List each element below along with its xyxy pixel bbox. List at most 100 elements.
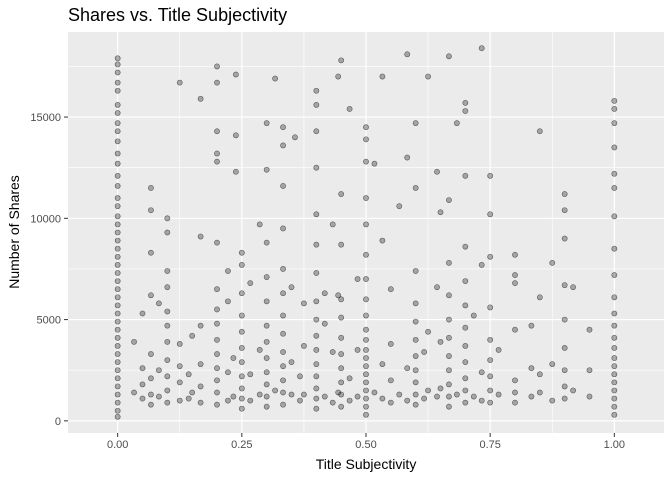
chart-title: Shares vs. Title Subjectivity — [68, 5, 287, 25]
data-point — [114, 286, 121, 293]
data-point — [412, 120, 419, 127]
data-point — [586, 326, 593, 333]
data-point — [363, 363, 369, 370]
data-point — [114, 413, 121, 420]
data-point — [164, 229, 171, 236]
data-point — [114, 79, 121, 86]
data-point — [164, 399, 171, 406]
data-point — [114, 261, 121, 268]
data-point — [478, 369, 485, 376]
data-point — [263, 355, 270, 361]
data-point — [611, 272, 618, 278]
data-point — [313, 332, 320, 339]
data-point — [446, 197, 452, 203]
data-point — [561, 395, 568, 402]
data-point — [338, 391, 345, 398]
data-point — [437, 338, 444, 345]
data-point — [280, 266, 286, 272]
data-point — [462, 99, 469, 106]
data-point — [470, 393, 477, 400]
data-point — [214, 365, 220, 372]
data-point — [412, 318, 419, 325]
data-point — [114, 110, 121, 116]
data-point — [396, 203, 403, 210]
data-point — [329, 221, 336, 228]
x-axis-ticks: 0.00 0.25 0.50 0.75 1.00 — [107, 433, 625, 451]
data-point — [114, 213, 121, 220]
data-point — [586, 367, 593, 374]
data-point — [453, 391, 460, 398]
data-point — [313, 405, 320, 412]
data-point — [176, 79, 183, 86]
data-point — [238, 261, 245, 268]
data-point — [611, 170, 618, 177]
data-point — [114, 343, 121, 349]
data-point — [114, 253, 121, 260]
data-point — [256, 347, 263, 353]
data-point — [313, 164, 320, 171]
data-point — [363, 158, 369, 165]
data-point — [446, 259, 452, 266]
data-point — [297, 373, 303, 380]
data-point — [263, 274, 270, 280]
data-point — [321, 320, 328, 327]
data-point — [446, 393, 452, 400]
data-point — [214, 377, 220, 384]
data-point — [139, 310, 146, 317]
data-point — [114, 237, 121, 244]
data-point — [404, 397, 411, 404]
data-point — [114, 229, 121, 236]
data-point — [487, 357, 494, 363]
data-point — [561, 191, 568, 197]
data-point — [536, 371, 543, 378]
data-point — [139, 395, 146, 402]
data-point — [478, 45, 485, 52]
data-point — [611, 363, 618, 370]
data-point — [512, 272, 518, 278]
data-point — [280, 142, 286, 149]
data-point — [412, 300, 419, 307]
data-point — [462, 375, 469, 382]
data-point — [313, 298, 320, 305]
data-point — [379, 237, 386, 244]
data-point — [363, 403, 369, 410]
data-point — [586, 393, 593, 400]
data-point — [247, 371, 254, 378]
data-point — [280, 225, 286, 232]
data-point — [338, 403, 345, 410]
data-point — [338, 296, 345, 303]
data-point — [114, 278, 121, 285]
data-point — [338, 314, 345, 321]
data-point — [446, 53, 452, 60]
data-point — [247, 397, 254, 404]
data-point — [462, 324, 469, 331]
y-tick-label: 10000 — [30, 213, 61, 225]
data-point — [363, 195, 369, 201]
data-point — [528, 322, 535, 329]
data-point — [247, 280, 254, 287]
data-point — [280, 363, 286, 370]
data-point — [437, 209, 444, 216]
data-point — [561, 383, 568, 390]
data-point — [329, 399, 336, 406]
data-point — [114, 270, 121, 276]
data-point — [280, 290, 286, 297]
data-point — [470, 312, 477, 319]
x-tick-label: 0.50 — [355, 439, 376, 451]
data-point — [611, 395, 618, 402]
y-axis-ticks: 0 5000 10000 15000 — [30, 112, 68, 428]
data-point — [288, 284, 295, 291]
data-point — [404, 51, 411, 58]
data-point — [363, 251, 369, 258]
data-point — [185, 395, 192, 402]
data-point — [434, 168, 440, 175]
data-point — [338, 191, 345, 197]
data-point — [114, 375, 121, 382]
data-point — [387, 399, 394, 406]
data-point — [611, 345, 618, 351]
data-point — [197, 399, 204, 406]
data-point — [139, 381, 146, 388]
data-point — [338, 379, 345, 386]
data-point — [453, 120, 460, 127]
data-point — [446, 316, 452, 323]
